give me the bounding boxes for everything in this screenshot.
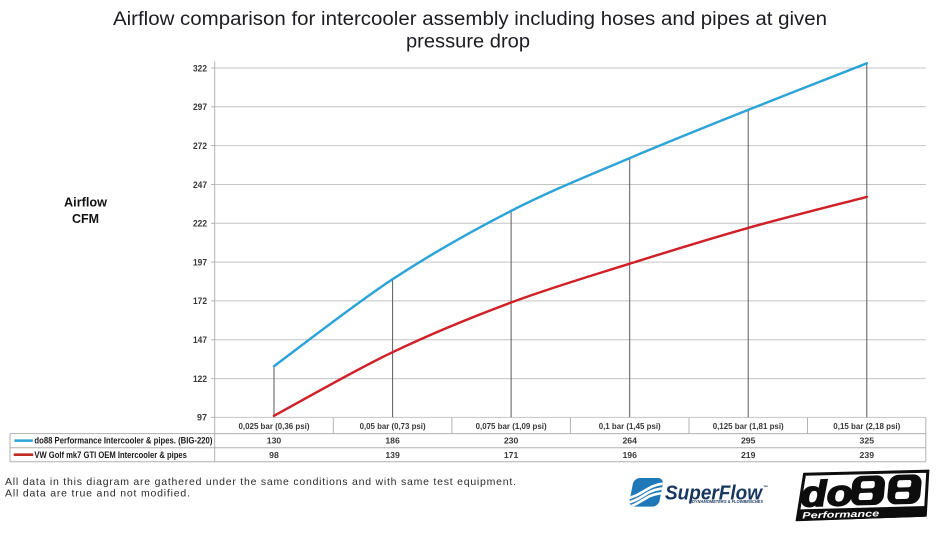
- svg-text:DYNAMOMETERS & FLOWBENCHES: DYNAMOMETERS & FLOWBENCHES: [692, 499, 763, 504]
- svg-text:CFM: CFM: [72, 212, 99, 226]
- svg-text:172: 172: [193, 296, 207, 306]
- svg-text:264: 264: [622, 436, 637, 446]
- svg-text:325: 325: [860, 436, 875, 446]
- svg-text:147: 147: [193, 335, 207, 345]
- svg-text:122: 122: [193, 374, 207, 384]
- svg-text:97: 97: [197, 413, 207, 423]
- svg-text:0,125 bar (1,81 psi): 0,125 bar (1,81 psi): [713, 421, 784, 431]
- svg-text:322: 322: [193, 63, 207, 73]
- svg-text:do88 Performance Intercooler &: do88 Performance Intercooler & pipes. (B…: [34, 436, 212, 446]
- svg-text:0,15 bar (2,18 psi): 0,15 bar (2,18 psi): [833, 421, 900, 431]
- svg-text:297: 297: [193, 102, 207, 112]
- svg-text:All data in this diagram are g: All data in this diagram are gathered un…: [5, 476, 516, 488]
- svg-text:pressure drop: pressure drop: [406, 31, 530, 52]
- svg-text:230: 230: [504, 436, 519, 446]
- svg-text:VW Golf mk7 GTI OEM Intercoole: VW Golf mk7 GTI OEM Intercooler & pipes: [34, 450, 187, 460]
- svg-text:139: 139: [385, 450, 400, 460]
- svg-text:196: 196: [622, 450, 637, 460]
- svg-text:186: 186: [385, 436, 400, 446]
- svg-text:0,1 bar (1,45 psi): 0,1 bar (1,45 psi): [599, 421, 661, 431]
- svg-text:do: do: [800, 472, 853, 514]
- svg-text:0,05 bar (0,73 psi): 0,05 bar (0,73 psi): [360, 421, 426, 431]
- svg-text:272: 272: [193, 141, 207, 151]
- svg-text:0,075 bar (1,09 psi): 0,075 bar (1,09 psi): [476, 421, 547, 431]
- svg-text:247: 247: [193, 180, 207, 190]
- svg-text:Airflow comparison for interco: Airflow comparison for intercooler assem…: [113, 9, 827, 30]
- svg-text:98: 98: [269, 450, 279, 460]
- svg-text:239: 239: [860, 450, 875, 460]
- svg-text:171: 171: [504, 450, 519, 460]
- svg-text:SuperFlow: SuperFlow: [665, 482, 763, 504]
- svg-text:All data are true and not modi: All data are true and not modified.: [5, 487, 190, 499]
- svg-text:197: 197: [193, 257, 207, 267]
- svg-text:222: 222: [193, 219, 207, 229]
- svg-text:Performance: Performance: [802, 508, 879, 520]
- svg-text:0,025 bar (0,36 psi): 0,025 bar (0,36 psi): [239, 421, 310, 431]
- svg-text:295: 295: [741, 436, 756, 446]
- svg-text:™: ™: [763, 485, 768, 491]
- svg-text:Airflow: Airflow: [64, 196, 107, 210]
- svg-text:130: 130: [267, 436, 282, 446]
- svg-text:219: 219: [741, 450, 756, 460]
